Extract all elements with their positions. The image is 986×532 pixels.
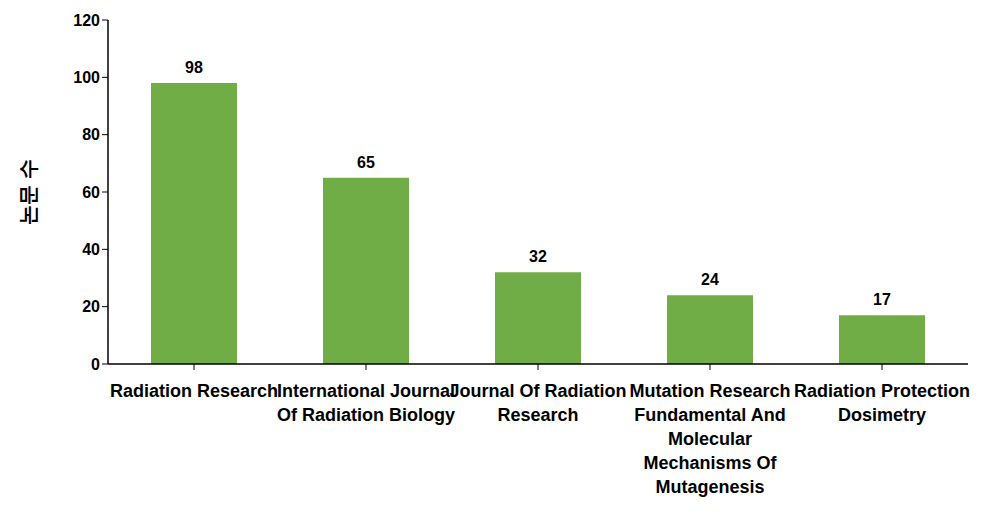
svg-text:120: 120: [73, 12, 100, 29]
svg-text:Radiation ProtectionDosimetry: Radiation ProtectionDosimetry: [794, 381, 970, 425]
svg-text:0: 0: [91, 356, 100, 373]
svg-text:Radiation Research: Radiation Research: [110, 381, 278, 401]
svg-text:40: 40: [82, 241, 100, 258]
svg-text:32: 32: [529, 248, 547, 265]
svg-text:17: 17: [873, 291, 891, 308]
svg-text:24: 24: [701, 271, 719, 288]
svg-text:논문 수: 논문 수: [17, 159, 39, 225]
svg-text:65: 65: [357, 154, 375, 171]
svg-text:80: 80: [82, 126, 100, 143]
svg-text:International JournalOf Radiat: International JournalOf Radiation Biolog…: [277, 381, 455, 425]
svg-text:98: 98: [185, 59, 203, 76]
svg-text:60: 60: [82, 184, 100, 201]
svg-text:Mutation ResearchFundamental A: Mutation ResearchFundamental AndMolecula…: [629, 381, 790, 497]
svg-text:Journal Of RadiationResearch: Journal Of RadiationResearch: [449, 381, 626, 425]
svg-text:100: 100: [73, 69, 100, 86]
svg-text:20: 20: [82, 298, 100, 315]
